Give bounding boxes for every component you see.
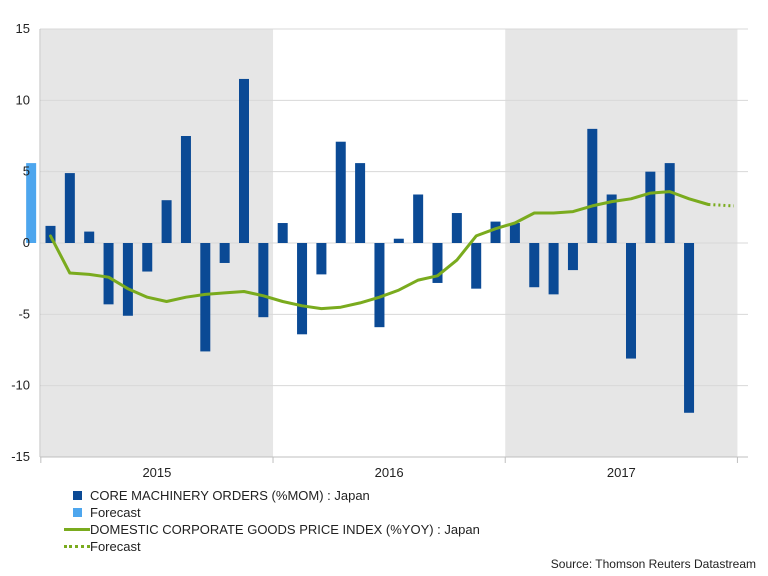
bar-jan-2017 [509, 223, 520, 243]
bar-oct-2016 [451, 213, 462, 243]
legend-item-orders: CORE MACHINERY ORDERS (%MOM) : Japan [64, 487, 480, 504]
bar-oct-2017 [684, 243, 695, 413]
y-tick-label--10: -10 [11, 378, 30, 393]
y-tick-label-15: 15 [16, 21, 30, 36]
legend-item-orders-forecast: Forecast [64, 504, 480, 521]
tick-labels: -15 -10 -5 0 5 10 15 2015 2016 2017 [11, 21, 636, 480]
legend-swatch-orders [72, 491, 82, 500]
bar-aug-2017 [645, 171, 656, 243]
source-note: Source: Thomson Reuters Datastream [550, 557, 756, 571]
legend-swatch-price-forecast [64, 545, 90, 548]
bar-jul-2015 [161, 200, 172, 243]
legend-swatch-orders-forecast [72, 508, 82, 517]
legend-swatch-price-index [64, 528, 90, 531]
y-tick-label--5: -5 [18, 306, 30, 321]
bar-sep-2015 [200, 243, 211, 352]
bar-jan-2016 [277, 223, 288, 243]
bar-feb-2017 [529, 243, 540, 288]
bar-dec-2015 [258, 243, 269, 318]
bar-jul-2016 [393, 238, 404, 243]
bar-may-2017 [587, 128, 598, 243]
bar-apr-2016 [335, 141, 346, 243]
bar-mar-2017 [548, 243, 559, 295]
bar-feb-2016 [297, 243, 308, 335]
bar-jul-2017 [626, 243, 636, 359]
line-price-index-forecast [708, 203, 734, 208]
bar-apr-2017 [567, 243, 578, 271]
bar-forecast-dec-2017 [26, 163, 37, 243]
bar-jun-2016 [374, 243, 385, 328]
bar-may-2016 [355, 163, 366, 243]
bar-dec-2016 [490, 221, 501, 243]
x-tick-label-2017: 2017 [607, 465, 636, 480]
bar-aug-2016 [413, 194, 424, 243]
legend-label-orders-forecast: Forecast [90, 505, 141, 520]
line-price-index [49, 190, 710, 311]
bar-feb-2015 [64, 173, 75, 243]
y-tick-label-10: 10 [16, 92, 30, 107]
bar-nov-2015 [239, 78, 249, 243]
bar-oct-2015 [219, 243, 230, 263]
bar-mar-2016 [316, 243, 327, 275]
bar-mar-2015 [84, 231, 95, 243]
legend-label-orders: CORE MACHINERY ORDERS (%MOM) : Japan [90, 488, 370, 503]
bar-apr-2015 [103, 243, 114, 305]
y-tick-label--15: -15 [11, 449, 30, 464]
bar-nov-2016 [471, 243, 482, 289]
bar-jun-2015 [142, 243, 153, 272]
legend-label-price-index: DOMESTIC CORPORATE GOODS PRICE INDEX (%Y… [90, 522, 480, 537]
y-tick-label-5: 5 [23, 164, 30, 179]
bar-sep-2016 [432, 243, 443, 283]
bar-aug-2015 [180, 136, 191, 243]
legend: CORE MACHINERY ORDERS (%MOM) : Japan For… [64, 487, 480, 555]
bar-may-2015 [122, 243, 133, 316]
bar-sep-2017 [664, 163, 675, 243]
legend-item-price-index: DOMESTIC CORPORATE GOODS PRICE INDEX (%Y… [64, 521, 480, 538]
axes [39, 29, 748, 463]
legend-label-price-forecast: Forecast [90, 539, 141, 554]
y-tick-label-0: 0 [23, 235, 30, 250]
bar-jun-2017 [606, 194, 617, 243]
x-tick-label-2016: 2016 [375, 465, 404, 480]
x-tick-label-2015: 2015 [142, 465, 171, 480]
bar-series [26, 78, 695, 413]
line-series [49, 190, 734, 311]
legend-item-price-forecast: Forecast [64, 538, 480, 555]
